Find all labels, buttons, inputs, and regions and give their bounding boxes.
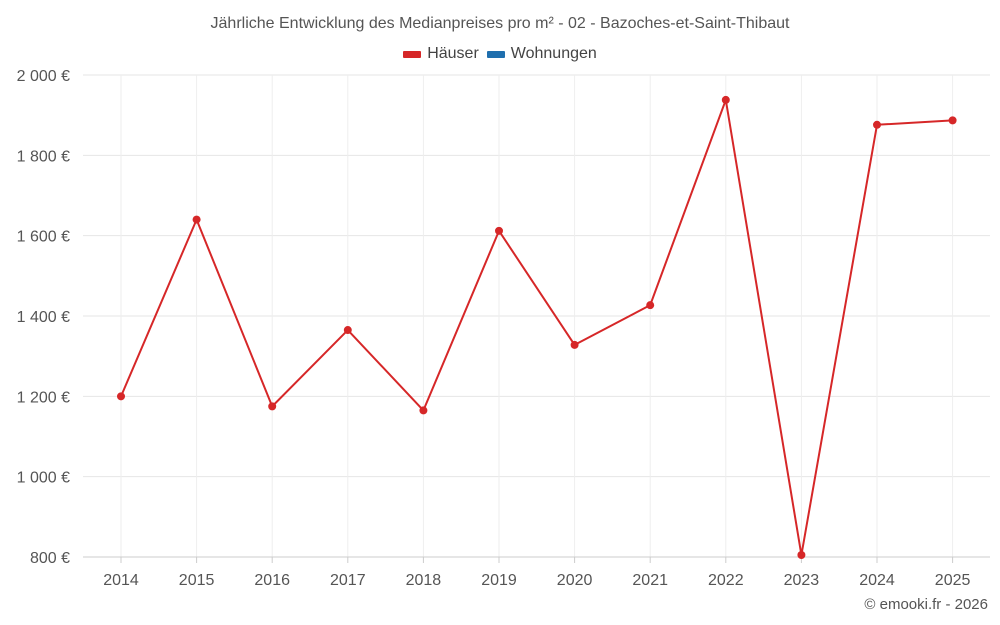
x-tick-label: 2020 <box>557 572 593 589</box>
x-tick-label: 2017 <box>330 572 366 589</box>
x-tick-label: 2019 <box>481 572 517 589</box>
x-tick-label: 2025 <box>935 572 971 589</box>
data-point[interactable] <box>495 226 503 235</box>
y-tick-label: 800 € <box>30 550 70 567</box>
series-line <box>120 98 953 556</box>
data-point[interactable] <box>192 215 201 224</box>
credit-text: © emooki.fr - 2026 <box>864 596 988 613</box>
data-point[interactable] <box>268 402 277 411</box>
y-tick-label: 2 000 € <box>17 68 70 85</box>
x-tick-label: 2024 <box>859 572 895 589</box>
data-point[interactable] <box>419 406 428 415</box>
data-point[interactable] <box>570 340 579 349</box>
x-tick-label: 2021 <box>632 572 668 589</box>
data-point[interactable] <box>117 392 125 401</box>
y-tick-label: 1 000 € <box>17 470 70 487</box>
data-point[interactable] <box>646 301 655 310</box>
data-point[interactable] <box>873 120 881 129</box>
x-tick-label: 2022 <box>708 572 744 589</box>
x-tick-label: 2023 <box>784 572 820 589</box>
y-tick-label: 1 200 € <box>17 389 70 406</box>
x-tick-label: 2016 <box>254 572 290 589</box>
legend-label-haeuser: Häuser <box>427 45 479 62</box>
data-point[interactable] <box>797 550 806 559</box>
legend-item-haeuser[interactable]: Häuser <box>403 45 479 63</box>
data-point[interactable] <box>721 95 730 104</box>
legend-label-wohnungen: Wohnungen <box>510 45 597 62</box>
data-point[interactable] <box>343 326 352 335</box>
y-tick-label: 1 600 € <box>17 229 70 246</box>
legend-item-wohnungen[interactable]: Wohnungen <box>486 45 597 63</box>
y-tick-label: 1 800 € <box>17 148 70 165</box>
legend: Häuser Wohnungen <box>0 45 1000 63</box>
legend-swatch-wohnungen <box>486 50 505 58</box>
x-tick-label: 2014 <box>103 572 139 589</box>
x-tick-label: 2018 <box>406 572 442 589</box>
legend-swatch-haeuser <box>403 50 422 58</box>
y-tick-label: 1 400 € <box>17 309 70 326</box>
chart-title: Jährliche Entwicklung des Medianpreises … <box>210 15 790 32</box>
data-point[interactable] <box>948 116 957 125</box>
x-tick-label: 2015 <box>179 572 215 589</box>
